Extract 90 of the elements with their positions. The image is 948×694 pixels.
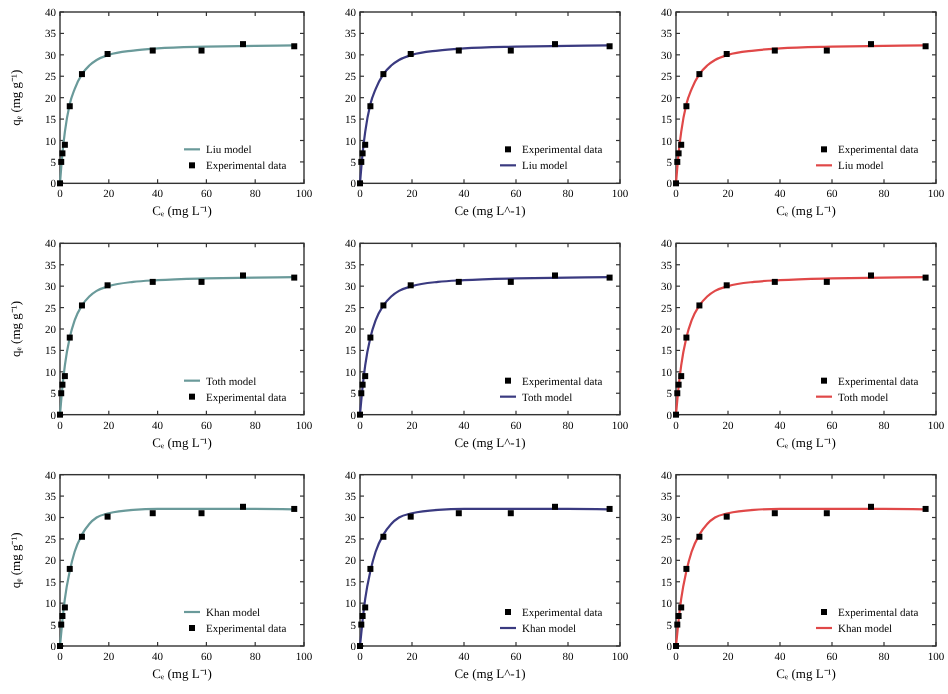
point [66,103,73,110]
point [198,510,205,517]
point [362,141,369,148]
point [78,71,85,78]
point [696,71,703,78]
point [291,505,298,512]
point [66,565,73,572]
point [696,533,703,540]
point [675,613,682,620]
point [362,604,369,611]
point [552,272,558,279]
line-series [358,276,611,416]
point [359,381,366,388]
point [455,278,462,285]
point [78,302,85,309]
point [362,373,369,380]
point [678,373,685,380]
point [104,50,111,57]
point [149,510,156,517]
point [240,41,246,48]
point [59,150,66,157]
point [367,334,374,341]
point [291,43,298,50]
line-series [58,44,296,185]
point [675,381,682,388]
point [683,334,690,341]
point [823,510,830,517]
point [380,302,387,309]
point [606,274,613,281]
point [868,41,874,48]
line-series [58,276,296,416]
point [606,505,613,512]
point [78,533,85,540]
line-series [58,507,296,648]
point [59,381,66,388]
point [868,503,874,510]
point [507,510,514,517]
point [696,302,703,309]
point [723,282,730,289]
point [823,47,830,54]
point [240,503,246,510]
point [240,272,246,279]
point [507,278,514,285]
point [507,47,514,54]
point [359,613,366,620]
point [723,50,730,57]
point [675,150,682,157]
point [922,274,929,281]
point [291,274,298,281]
point [552,41,558,48]
point [771,278,778,285]
line-series [674,276,927,416]
point [61,141,68,148]
point [61,604,68,611]
point [104,513,111,520]
point [683,565,690,572]
point [61,373,68,380]
point [149,278,156,285]
point [407,282,414,289]
line-series [674,507,927,648]
point [66,334,73,341]
point [683,103,690,110]
point [380,533,387,540]
point [367,565,374,572]
point [198,47,205,54]
point [552,503,558,510]
point [380,71,387,78]
point [723,513,730,520]
point [922,43,929,50]
point [407,513,414,520]
point [678,141,685,148]
point [771,510,778,517]
point [59,613,66,620]
point [771,47,778,54]
line-series [358,507,611,648]
point [455,510,462,517]
point [678,604,685,611]
point [104,282,111,289]
point [455,47,462,54]
point [407,50,414,57]
point [868,272,874,279]
line-series [674,44,927,185]
point [606,43,613,50]
point [922,505,929,512]
point [359,150,366,157]
line-series [358,44,611,185]
point [823,278,830,285]
point [367,103,374,110]
point [198,278,205,285]
point [149,47,156,54]
